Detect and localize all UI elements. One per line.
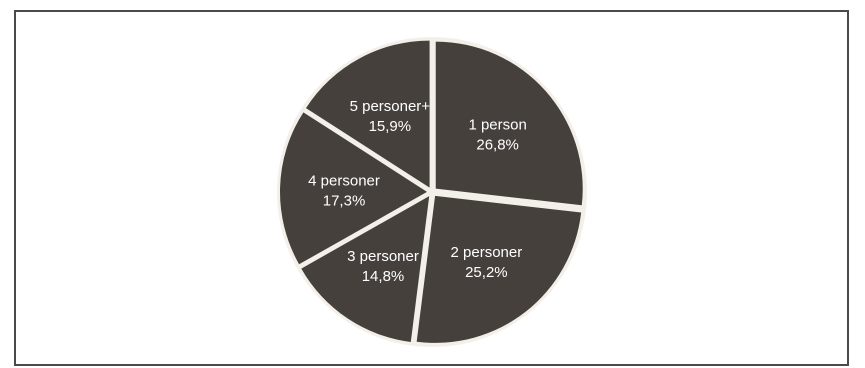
pie-slice-2 (416, 195, 582, 343)
slice-category-label: 3 personer (347, 248, 419, 265)
slice-percent-label: 17,3% (323, 193, 366, 210)
slice-category-label: 1 person (468, 116, 526, 133)
pie-slices (277, 37, 587, 347)
slice-category-label: 4 personer (308, 173, 380, 190)
slice-category-label: 2 personer (451, 244, 523, 261)
slice-percent-label: 15,9% (369, 118, 412, 135)
pie-slice-5 (305, 40, 430, 188)
slice-percent-label: 14,8% (362, 268, 405, 285)
pie-slice-4 (280, 112, 428, 265)
pie-slice-1 (435, 41, 583, 206)
slice-category-label: 5 personer+ (350, 98, 431, 115)
slice-percent-label: 26,8% (476, 136, 519, 153)
slice-percent-label: 25,2% (465, 264, 508, 281)
pie-slice-3 (301, 196, 430, 342)
pie-labels: 1 person 26,8% 2 personer 25,2% 3 personer 14… (308, 98, 527, 285)
